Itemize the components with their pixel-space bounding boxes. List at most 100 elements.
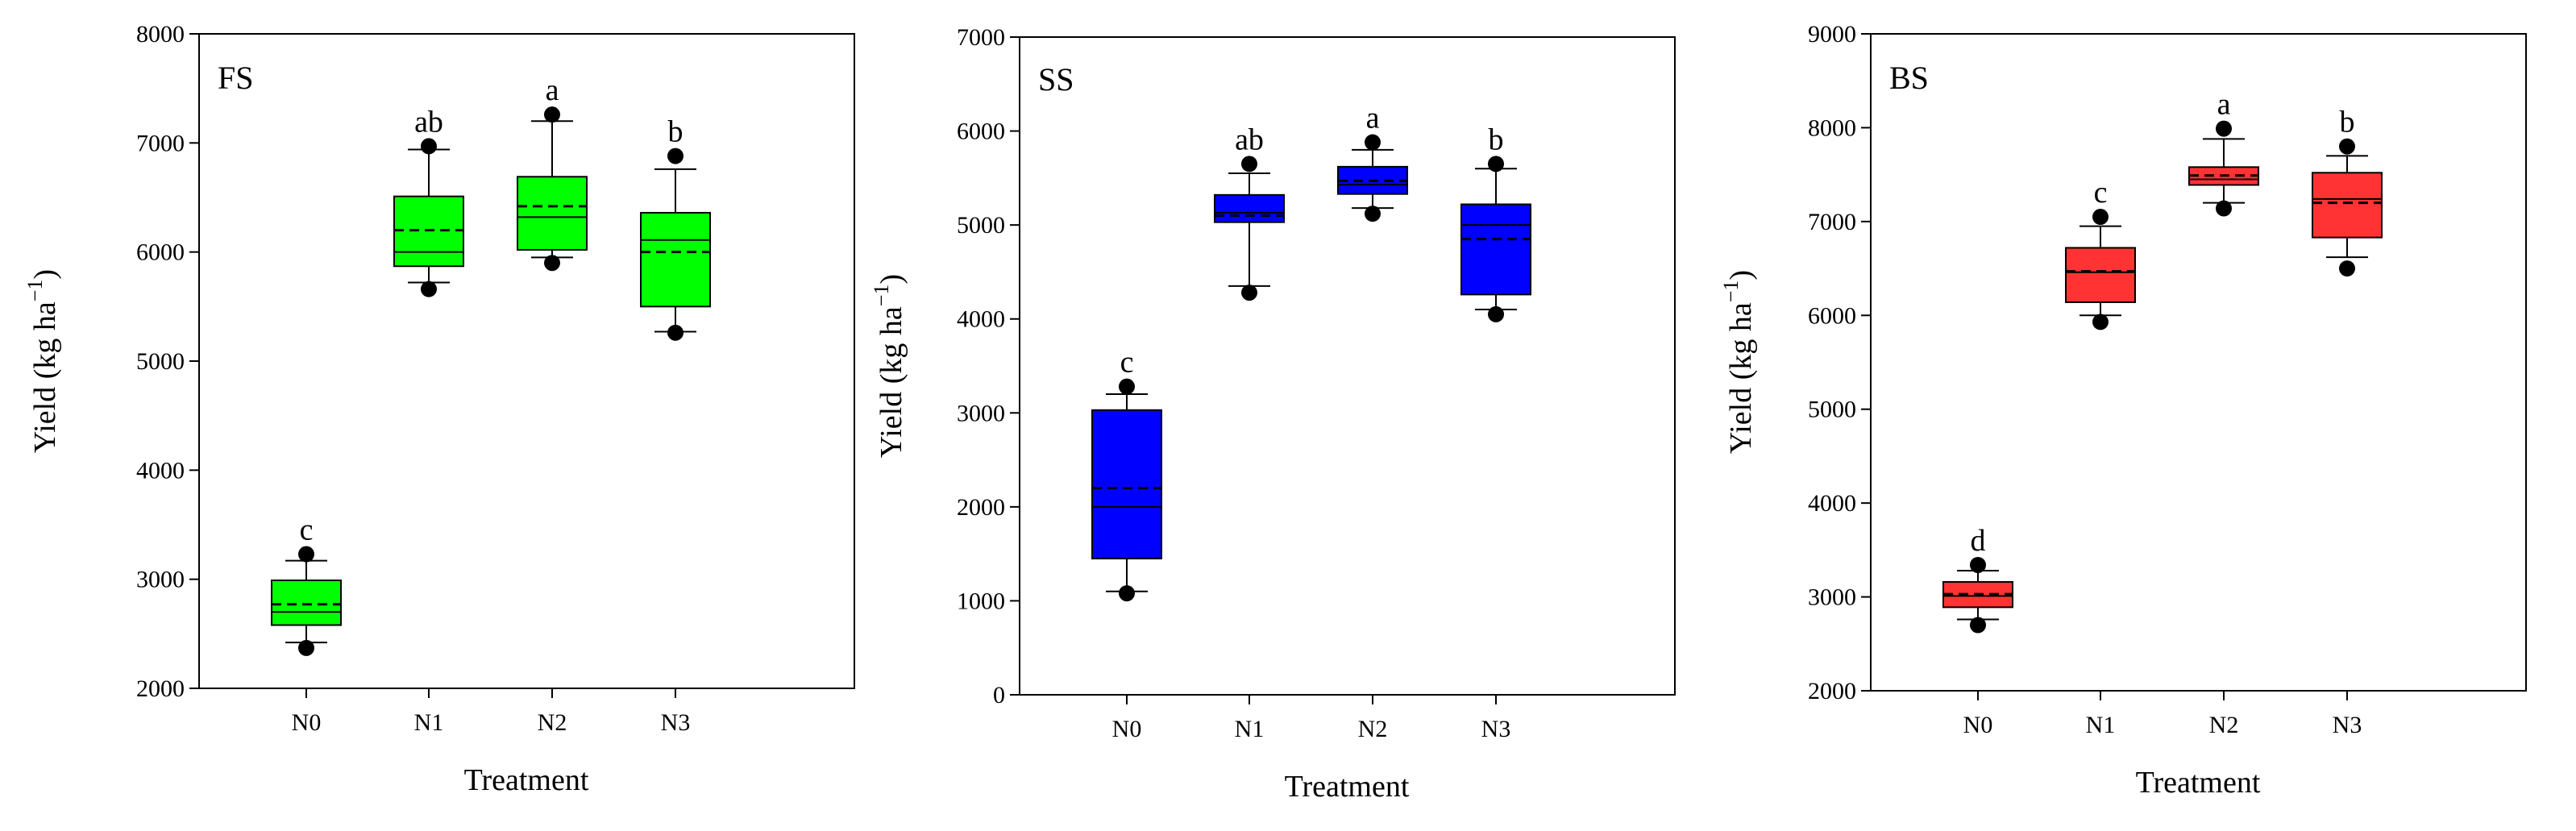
x-axis: N0 N1 N2 N3 (1112, 695, 1511, 742)
y-tick-label: 4000 (1808, 490, 1856, 517)
y-tick-label: 7000 (957, 24, 1005, 51)
y-tick-label: 6000 (957, 118, 1005, 145)
x-axis-title: Treatment (1285, 770, 1410, 804)
outlier-point (2216, 200, 2232, 217)
y-axis-title-close: ) (28, 269, 62, 280)
y-tick-label: 5000 (1808, 397, 1856, 423)
y-axis-title-exponent: −1 (23, 280, 47, 302)
y-tick-label: 8000 (136, 21, 185, 48)
outlier-point (298, 546, 314, 563)
outlier-point (1241, 285, 1257, 301)
x-tick-label: N2 (2209, 712, 2239, 738)
outlier-point (298, 639, 314, 656)
outlier-point (544, 255, 560, 272)
y-tick-label: 1000 (957, 588, 1005, 614)
panel-fs: 2000 3000 4000 5000 6000 7000 8000 N0 N1 N2 N3 c a… (23, 21, 855, 797)
box-iqr (2312, 172, 2383, 239)
panel-label: BS (1889, 60, 1929, 96)
outlier-point (1488, 156, 1504, 172)
box-iqr (517, 176, 588, 251)
outlier-point (2092, 314, 2109, 330)
y-axis-title-main: Yield (kg ha (875, 306, 908, 458)
y-tick-label: 5000 (136, 348, 185, 375)
x-axis: N0 N1 N2 N3 (1963, 691, 2362, 738)
outlier-point (2339, 260, 2355, 277)
x-tick-label: N1 (414, 709, 444, 736)
y-tick-label: 2000 (1808, 678, 1856, 704)
y-axis: 0 1000 2000 3000 4000 5000 6000 7000 (957, 24, 1020, 708)
x-tick-label: N1 (2086, 712, 2116, 738)
y-tick-label: 2000 (957, 494, 1005, 521)
x-tick-label: N3 (661, 709, 691, 736)
box-n2: a (1337, 102, 1408, 222)
significance-letter: c (1120, 346, 1134, 380)
y-tick-label: 4000 (957, 306, 1005, 333)
y-tick-label: 6000 (1808, 302, 1856, 329)
significance-letter: a (2217, 88, 2231, 122)
y-tick-label: 0 (993, 682, 1005, 708)
x-tick-label: N0 (1963, 712, 1993, 738)
y-axis: 2000 3000 4000 5000 6000 7000 8000 9000 (1808, 21, 1871, 704)
plot-frame (1019, 36, 1676, 696)
y-tick-label: 7000 (136, 130, 185, 156)
outlier-point (1119, 585, 1135, 602)
outlier-point (667, 324, 683, 341)
box-n0: c (1091, 346, 1162, 602)
box-n2: a (2188, 88, 2259, 217)
x-tick-label: N3 (2333, 712, 2362, 738)
box-iqr (640, 211, 711, 308)
y-axis-title-close: ) (875, 274, 908, 285)
outlier-point (1365, 134, 1381, 151)
box-n3: b (1460, 123, 1531, 322)
y-tick-label: 4000 (136, 457, 185, 484)
panel-ss: 0 1000 2000 3000 4000 5000 6000 7000 N0 N1 N2 N3 c… (870, 24, 1676, 804)
y-tick-label: 3000 (957, 400, 1005, 426)
box-iqr (1460, 203, 1531, 296)
y-tick-label: 3000 (1808, 584, 1856, 611)
outlier-point (1970, 556, 1986, 573)
outlier-point (2339, 138, 2355, 155)
panel-label: FS (218, 60, 254, 96)
outlier-point (544, 106, 560, 123)
outlier-point (1970, 617, 1986, 634)
significance-letter: b (2340, 106, 2355, 139)
box-iqr (2065, 247, 2136, 303)
box-n2: a (517, 73, 588, 272)
outlier-point (421, 280, 437, 297)
outlier-point (1488, 305, 1504, 322)
box-n3: b (2312, 106, 2383, 277)
y-axis: 2000 3000 4000 5000 6000 7000 8000 (136, 21, 199, 702)
x-axis-title: Treatment (464, 763, 589, 797)
y-axis-title-close: ) (1724, 270, 1758, 280)
y-axis-title: Yield (kg ha−1) (1719, 270, 1758, 454)
outlier-point (1365, 206, 1381, 222)
y-tick-label: 9000 (1808, 21, 1856, 48)
outlier-point (2092, 209, 2109, 226)
significance-letter: a (1366, 102, 1380, 135)
significance-letter: c (300, 513, 314, 547)
outlier-point (2216, 120, 2232, 137)
outlier-point (421, 138, 437, 155)
box-iqr (271, 580, 342, 626)
y-axis-title-main: Yield (kg ha (1724, 302, 1758, 454)
y-tick-label: 6000 (136, 239, 185, 266)
significance-letter: a (546, 73, 559, 107)
y-axis-title: Yield (kg ha−1) (870, 274, 908, 458)
significance-letter: b (1489, 123, 1504, 156)
box-n0: c (271, 513, 342, 656)
box-iqr (1091, 409, 1162, 559)
significance-letter: d (1971, 524, 1986, 558)
x-tick-label: N3 (1481, 716, 1511, 742)
outlier-point (1119, 378, 1135, 395)
x-tick-label: N2 (1358, 716, 1388, 742)
x-tick-label: N0 (1112, 716, 1142, 742)
plot-frame (1870, 33, 2527, 692)
significance-letter: b (668, 115, 683, 149)
box-n3: b (640, 115, 711, 341)
y-axis-title-exponent: −1 (870, 285, 893, 307)
y-axis-title-main: Yield (kg ha (28, 301, 62, 453)
box-iqr (1214, 193, 1285, 223)
